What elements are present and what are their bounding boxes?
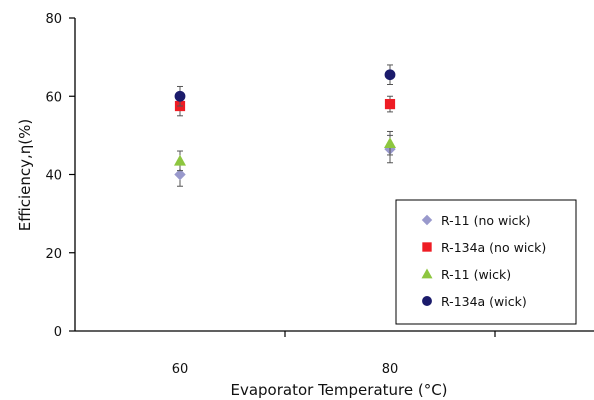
y-tick-label: 20 [45,247,62,262]
y-tick-label: 80 [45,12,62,27]
y-tick-label: 40 [45,169,62,184]
data-point [384,98,396,110]
y-tick-label: 60 [45,90,62,105]
data-point [174,154,186,166]
y-axis-title: Efficiency,η(%) [16,119,34,232]
data-point [384,69,396,81]
legend-marker [421,214,433,226]
data-point [384,137,396,148]
legend-label: R-134a (wick) [441,294,527,309]
legend: R-11 (no wick) R-134a (no wick) R-11 (wick… [395,199,577,325]
data-marks [174,64,396,187]
legend-marker [422,296,432,306]
legend-label: R-11 (wick) [441,267,511,282]
data-point [174,90,186,102]
x-axis-title: Evaporator Temperature (°C) [230,381,447,399]
x-tick-label: 80 [382,362,399,377]
axes: 0 20 40 60 80 60 80 [45,12,594,377]
legend-marker [422,242,432,252]
x-tick-label: 60 [172,362,189,377]
legend-label: R-11 (no wick) [441,213,531,228]
y-tick-label: 0 [54,325,62,340]
legend-marker [421,268,433,279]
legend-label: R-134a (no wick) [441,240,546,255]
data-point [174,168,186,181]
